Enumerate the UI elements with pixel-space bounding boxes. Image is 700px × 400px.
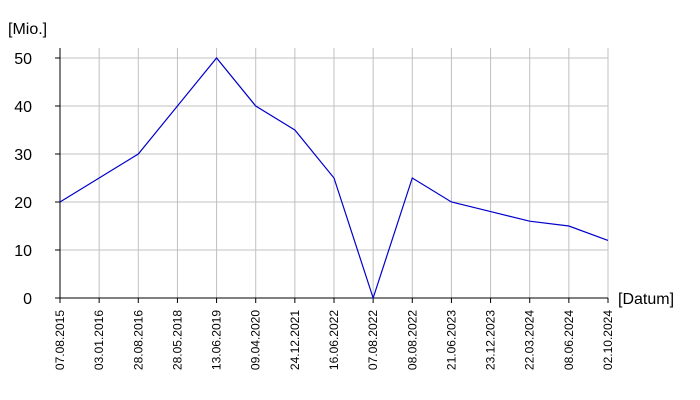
x-tick-label: 03.01.2016 [92, 310, 106, 370]
y-tick-label: 30 [14, 147, 32, 164]
y-tick-label: 50 [14, 51, 32, 68]
x-tick-label: 16.06.2022 [327, 310, 341, 370]
x-tick-label: 08.08.2022 [405, 310, 419, 370]
x-tick-label: 13.06.2019 [210, 310, 224, 370]
x-tick-label: 02.10.2024 [601, 310, 615, 370]
x-tick-label: 08.06.2024 [562, 310, 576, 370]
y-tick-label: 20 [14, 195, 32, 212]
x-tick-label: 07.08.2015 [53, 310, 67, 370]
y-tick-label: 0 [23, 291, 32, 308]
y-axis-label: [Mio.] [8, 21, 47, 38]
y-tick-label: 40 [14, 99, 32, 116]
x-axis-label: [Datum] [618, 291, 674, 308]
y-tick-label: 10 [14, 243, 32, 260]
x-tick-label: 28.05.2018 [170, 310, 184, 370]
x-tick-label: 22.03.2024 [523, 310, 537, 370]
x-tick-label: 21.06.2023 [444, 310, 458, 370]
x-tick-label: 28.08.2016 [131, 310, 145, 370]
x-tick-label: 07.08.2022 [366, 310, 380, 370]
x-tick-label: 24.12.2021 [288, 310, 302, 370]
x-tick-label: 23.12.2023 [484, 310, 498, 370]
data-line [59, 57, 609, 300]
x-tick-label: 09.04.2020 [249, 310, 263, 370]
